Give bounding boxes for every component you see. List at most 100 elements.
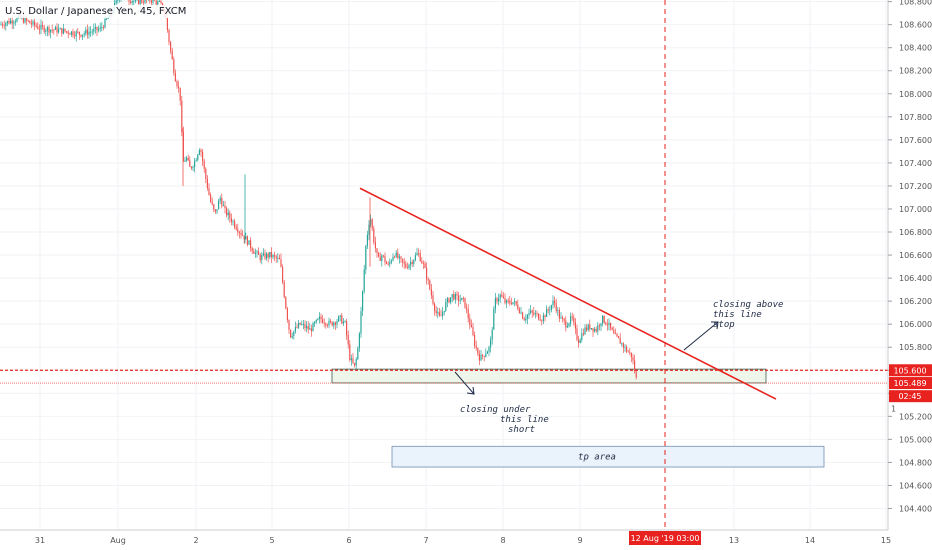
candle-body bbox=[134, 0, 136, 2]
candle-body bbox=[622, 343, 624, 348]
candle-body bbox=[515, 301, 517, 305]
candle-body bbox=[509, 300, 511, 303]
candle-body bbox=[115, 0, 117, 4]
candle-body bbox=[613, 330, 615, 334]
candle-body bbox=[408, 264, 410, 268]
symbol-title[interactable]: U.S. Dollar / Japanese Yen, 45, FXCM bbox=[3, 5, 189, 18]
candle-body bbox=[296, 327, 298, 328]
candle-body bbox=[451, 294, 453, 298]
short-note-line: closing under bbox=[460, 405, 531, 415]
candle-body bbox=[365, 245, 367, 270]
stop-arrow bbox=[683, 321, 719, 351]
candle-body bbox=[362, 291, 364, 312]
time-axis[interactable]: 31 Aug 2 5 6 7 8 9 12 Aug '19 03:00 13 14 15 bbox=[0, 529, 891, 545]
candle-body bbox=[416, 253, 418, 256]
candle-body bbox=[171, 50, 173, 60]
candle-body bbox=[258, 251, 260, 255]
candle-body bbox=[261, 255, 263, 260]
candle-body bbox=[67, 31, 69, 34]
candle-body bbox=[94, 26, 96, 29]
candle-body bbox=[366, 234, 368, 246]
candle-body bbox=[43, 26, 45, 32]
candle-body bbox=[45, 30, 47, 32]
candle-body bbox=[518, 308, 520, 313]
candle-body bbox=[634, 360, 636, 372]
candle-body bbox=[434, 303, 436, 311]
candle-body bbox=[306, 326, 308, 329]
candle-body bbox=[426, 267, 428, 280]
candle-body bbox=[322, 319, 324, 323]
candle-body bbox=[282, 266, 284, 282]
candle-body bbox=[314, 322, 316, 324]
candle-body bbox=[506, 300, 508, 303]
candle-body bbox=[595, 329, 597, 332]
candle-body bbox=[592, 328, 594, 332]
candle-body bbox=[80, 34, 82, 37]
candle-body bbox=[386, 262, 388, 264]
time-tick-label: 7 bbox=[423, 536, 428, 545]
candle-body bbox=[600, 323, 602, 327]
candle-body bbox=[154, 0, 156, 1]
candle-body bbox=[98, 29, 100, 31]
candle-body bbox=[266, 253, 268, 259]
candle-body bbox=[378, 252, 380, 257]
candle-body bbox=[418, 253, 420, 254]
candle-body bbox=[90, 31, 92, 33]
candle-body bbox=[573, 317, 575, 323]
candle-body bbox=[469, 318, 471, 326]
price-tick-label: 108.400 bbox=[899, 44, 932, 53]
candle-body bbox=[194, 161, 196, 167]
candle-body bbox=[227, 212, 229, 216]
price-axis[interactable]: 104.400 104.600 104.800 105.000 105.200 105.4… bbox=[887, 0, 932, 530]
candle-body bbox=[133, 1, 135, 2]
candle-body bbox=[184, 160, 186, 162]
candle-body bbox=[584, 327, 586, 335]
grid bbox=[0, 0, 888, 530]
price-tick-label: 107.000 bbox=[899, 205, 932, 214]
candle-body bbox=[62, 28, 64, 34]
candle-body bbox=[248, 240, 250, 245]
candle-body bbox=[328, 320, 330, 326]
candle-body bbox=[83, 33, 85, 35]
price-tick-label: 107.800 bbox=[899, 113, 932, 122]
last-price-tag bbox=[889, 377, 932, 390]
time-cursor-label: 12 Aug '19 03:00 bbox=[631, 534, 700, 543]
candle-body bbox=[376, 248, 378, 253]
candle-body bbox=[406, 267, 408, 269]
candle-body bbox=[544, 315, 546, 317]
candle-body bbox=[605, 322, 607, 325]
candle-body bbox=[38, 28, 40, 30]
candle-body bbox=[440, 315, 442, 317]
candle-body bbox=[477, 347, 479, 354]
candle-body bbox=[333, 322, 335, 326]
candle-body bbox=[85, 29, 87, 34]
time-tick-label: 9 bbox=[577, 536, 582, 545]
price-tick-label: 108.200 bbox=[899, 67, 932, 76]
candle-body bbox=[349, 344, 351, 361]
candle-body bbox=[352, 358, 354, 364]
candle-body bbox=[394, 256, 396, 258]
candle-body bbox=[624, 346, 626, 348]
candle-body bbox=[77, 31, 79, 33]
candle-body bbox=[350, 358, 352, 361]
candle-body bbox=[277, 257, 279, 259]
candle-body bbox=[35, 25, 37, 27]
descending-trendline bbox=[359, 187, 777, 400]
candle-body bbox=[48, 27, 50, 33]
candle-body bbox=[315, 319, 317, 323]
candle-body bbox=[485, 353, 487, 357]
candle-body bbox=[576, 328, 578, 340]
candle-body bbox=[432, 295, 434, 304]
candle-body bbox=[224, 205, 226, 209]
time-cursor-tag bbox=[629, 531, 701, 545]
candle-body bbox=[42, 24, 44, 27]
candle-body bbox=[339, 315, 341, 317]
candle-body bbox=[238, 232, 240, 234]
candle-body bbox=[598, 325, 600, 327]
candle-body bbox=[158, 1, 160, 2]
candle-body bbox=[150, 0, 152, 3]
candle-body bbox=[155, 0, 157, 5]
candle-body bbox=[555, 303, 557, 311]
